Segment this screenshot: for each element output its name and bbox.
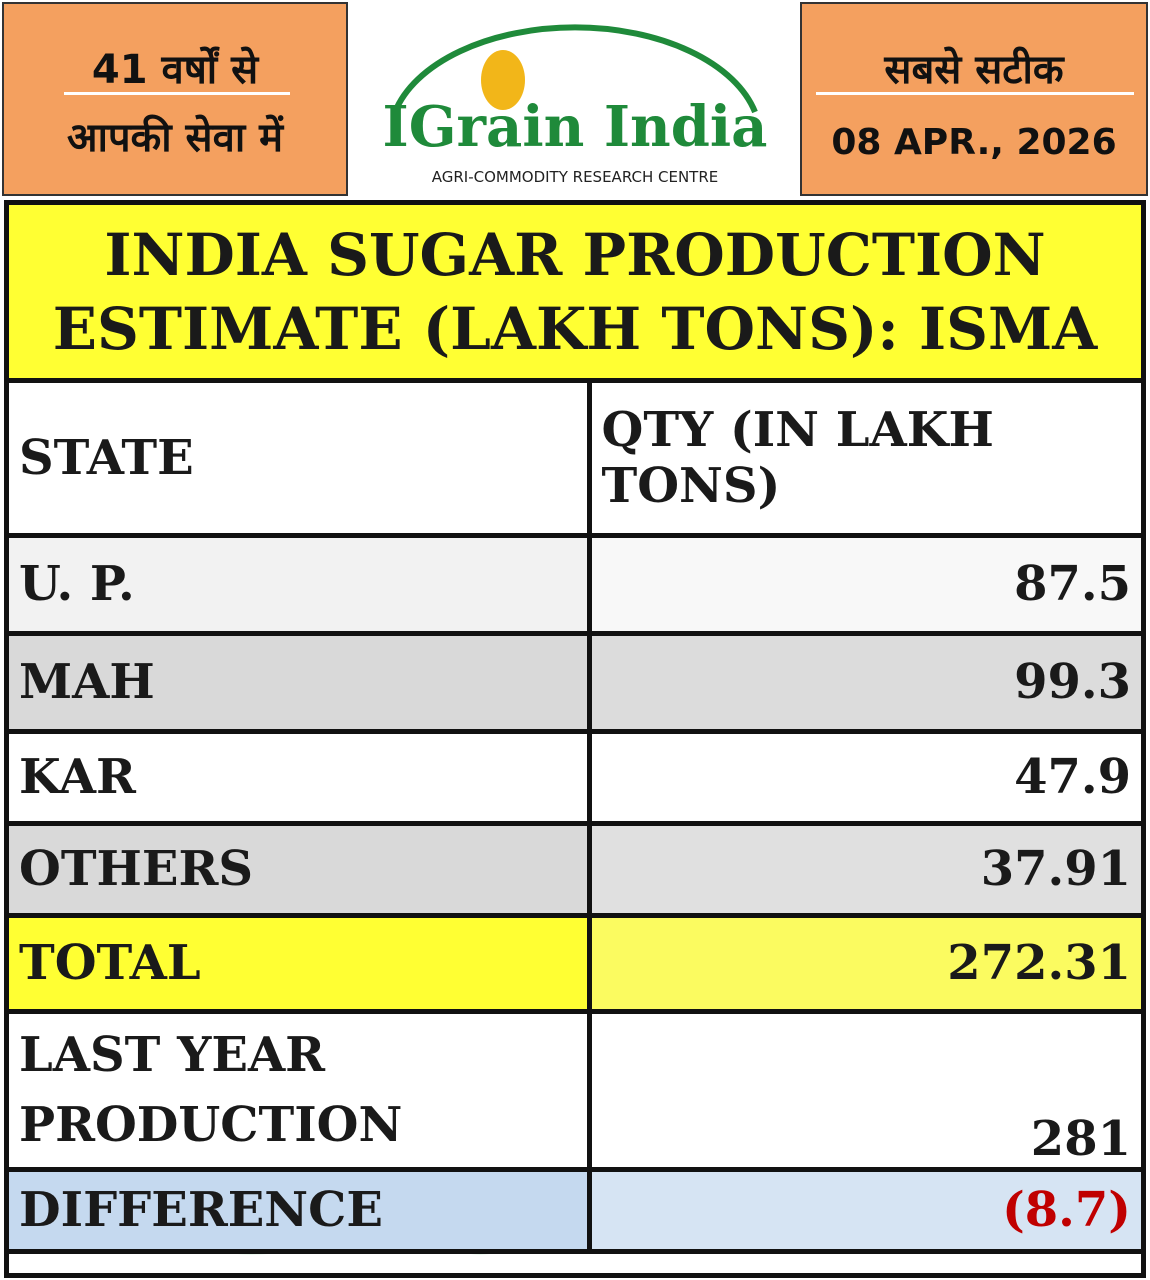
header-cell: QTY (IN LAKH TONS) — [586, 383, 1141, 538]
header-cell: STATE — [9, 383, 592, 538]
divider — [64, 92, 290, 95]
table-card: IGrain India INDIA SUGAR PRODUCTION ESTI… — [4, 200, 1146, 1278]
logo-grain — [481, 50, 525, 110]
divider — [816, 92, 1134, 95]
table-row: U. P. 87.5 — [9, 532, 1141, 636]
logo-art — [392, 24, 758, 114]
qty-cell: (8.7) — [586, 1166, 1141, 1254]
table-row: LAST YEAR PRODUCTION 281 — [9, 1008, 1141, 1172]
state-cell: DIFFERENCE — [9, 1166, 592, 1254]
logo: IGrain India AGRI-COMMODITY RESEARCH CEN… — [350, 2, 800, 196]
qty-cell: 272.31 — [586, 912, 1141, 1014]
state-cell: U. P. — [9, 532, 592, 636]
qty-cell: 37.91 — [586, 820, 1141, 918]
state-cell: KAR — [9, 728, 592, 826]
state-cell: MAH — [9, 630, 592, 734]
header-right: सबसे सटीक 08 APR., 2026 — [800, 2, 1148, 196]
qty-cell: 99.3 — [586, 630, 1141, 734]
qty-cell: 87.5 — [586, 532, 1141, 636]
header-text: सबसे सटीक — [884, 47, 1064, 93]
header-text: आपकी सेवा में — [66, 115, 284, 161]
header-row: STATE QTY (IN LAKH TONS) — [9, 383, 1141, 538]
table-row: KAR 47.9 — [9, 728, 1141, 826]
table: STATE QTY (IN LAKH TONS) U. P. 87.5 MAH 99.… — [9, 383, 1141, 1254]
table-row: MAH 99.3 — [9, 630, 1141, 734]
state-cell: TOTAL — [9, 912, 592, 1014]
date: 08 APR., 2026 — [831, 122, 1117, 163]
header-left: 41 वर्षों से आपकी सेवा में — [2, 2, 348, 196]
state-cell: LAST YEAR PRODUCTION — [9, 1008, 592, 1172]
table-row: OTHERS 37.91 — [9, 820, 1141, 918]
state-cell: OTHERS — [9, 820, 592, 918]
logo-title: IGrain India — [382, 94, 768, 160]
logo-arc — [392, 24, 758, 114]
logo-subtitle: AGRI-COMMODITY RESEARCH CENTRE — [431, 168, 719, 186]
table-row: DIFFERENCE (8.7) — [9, 1166, 1141, 1254]
qty-cell: 47.9 — [586, 728, 1141, 826]
table-row: TOTAL 272.31 — [9, 912, 1141, 1014]
qty-cell: 281 — [586, 1008, 1141, 1172]
table-title: INDIA SUGAR PRODUCTION ESTIMATE (LAKH TO… — [9, 205, 1141, 383]
header-text: 41 वर्षों से — [91, 47, 259, 93]
